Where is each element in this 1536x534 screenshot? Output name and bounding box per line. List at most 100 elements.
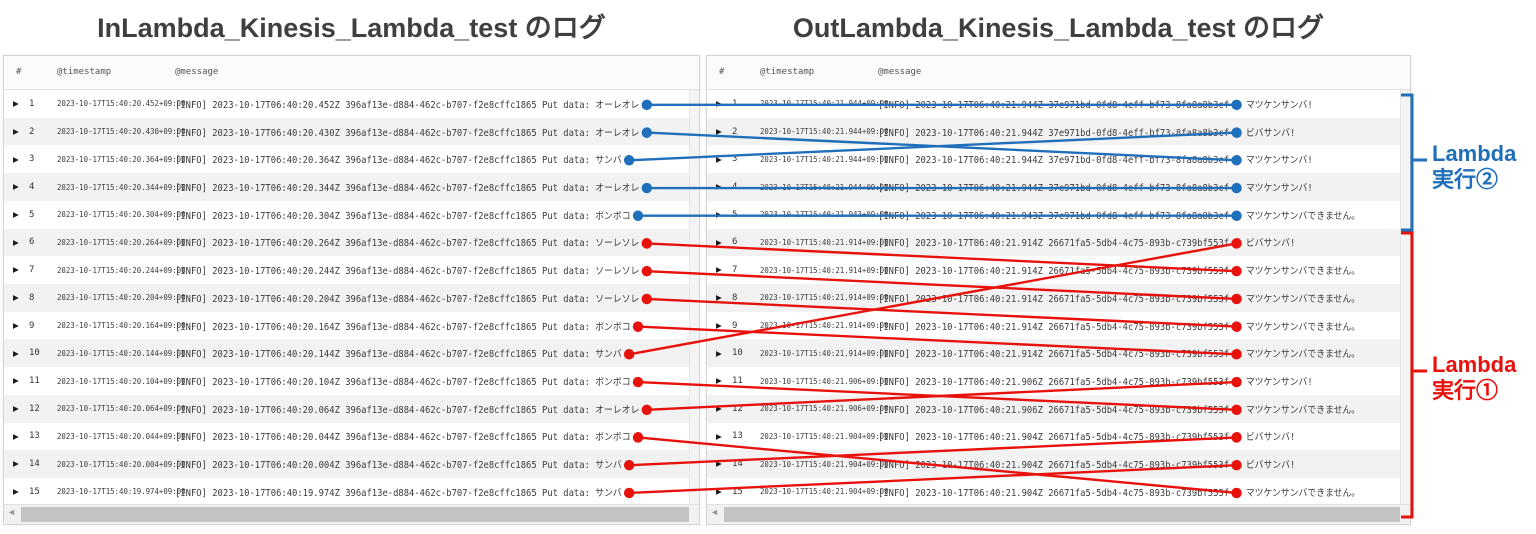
expand-caret-icon[interactable]: ▶ <box>13 265 19 275</box>
timestamp-cell: 2023-10-17T15:40:20.144+09:00 <box>57 348 186 358</box>
left-table-vertical-scrollbar[interactable] <box>689 90 699 505</box>
expand-caret-icon[interactable]: ▶ <box>13 209 19 219</box>
log-row[interactable]: ▶ 8 2023-10-17T15:40:20.204+09:00 [INFO] 20… <box>4 284 699 312</box>
scrollbar-thumb[interactable] <box>21 507 689 522</box>
response-text: マツケンサンバ! <box>1245 377 1313 389</box>
expand-caret-icon[interactable]: ▶ <box>13 376 19 386</box>
log-row[interactable]: ▶ 3 2023-10-17T15:40:21.944+09:00 [INFO] 20… <box>707 145 1410 174</box>
row-number: 1 <box>29 98 35 109</box>
log-row[interactable]: ▶ 9 2023-10-17T15:40:20.164+09:00 [INFO] 20… <box>4 311 699 340</box>
response-text: マツケンサンバできません。 <box>1245 293 1361 305</box>
log-row[interactable]: ▶ 7 2023-10-17T15:40:20.244+09:00 [INFO] 20… <box>4 256 699 285</box>
message-cell: [INFO] 2023-10-17T06:40:20.430Z 396af13e… <box>175 125 662 139</box>
log-row[interactable]: ▶ 2 2023-10-17T15:40:21.944+09:00 [INFO] 20… <box>707 117 1410 146</box>
log-row[interactable]: ▶ 5 2023-10-17T15:40:21.943+09:00 [INFO] 20… <box>707 200 1410 229</box>
row-number: 13 <box>29 431 40 442</box>
message-cell: [INFO] 2023-10-17T06:40:20.204Z 396af13e… <box>175 291 662 305</box>
expand-caret-icon[interactable]: ▶ <box>716 182 722 192</box>
log-row[interactable]: ▶ 9 2023-10-17T15:40:21.914+09:00 [INFO] 20… <box>707 311 1410 340</box>
log-row[interactable]: ▶ 4 2023-10-17T15:40:21.944+09:00 [INFO] 20… <box>707 173 1410 201</box>
row-number: 9 <box>29 320 35 331</box>
expand-caret-icon[interactable]: ▶ <box>716 348 722 358</box>
expand-caret-icon[interactable]: ▶ <box>716 320 722 330</box>
expand-caret-icon[interactable]: ▶ <box>13 154 19 164</box>
row-number: 12 <box>732 403 743 414</box>
scroll-left-arrow-icon[interactable]: ◄ <box>710 507 719 517</box>
log-row[interactable]: ▶ 11 2023-10-17T15:40:20.104+09:00 [INFO] 2… <box>4 367 699 395</box>
row-number: 13 <box>732 431 743 442</box>
expand-caret-icon[interactable]: ▶ <box>716 265 722 275</box>
expand-caret-icon[interactable]: ▶ <box>716 209 722 219</box>
row-number: 7 <box>732 265 738 276</box>
lambda-execution-2-label: Lambda 実行② <box>1432 141 1516 193</box>
expand-caret-icon[interactable]: ▶ <box>13 182 19 192</box>
log-row[interactable]: ▶ 14 2023-10-17T15:40:21.904+09:00 [INFO] 2… <box>707 450 1410 479</box>
log-row[interactable]: ▶ 6 2023-10-17T15:40:20.264+09:00 [INFO] 20… <box>4 228 699 257</box>
log-row[interactable]: ▶ 6 2023-10-17T15:40:21.914+09:00 [INFO] 20… <box>707 228 1410 257</box>
blue-connector-dot <box>1231 183 1242 194</box>
log-row[interactable]: ▶ 3 2023-10-17T15:40:20.364+09:00 [INFO] 20… <box>4 145 699 174</box>
log-row[interactable]: ▶ 13 2023-10-17T15:40:21.904+09:00 [INFO] 2… <box>707 422 1410 451</box>
lambda-execution-1-label-line1: Lambda <box>1432 352 1517 377</box>
red-connector-dot <box>1231 349 1242 360</box>
expand-caret-icon[interactable]: ▶ <box>716 431 722 441</box>
expand-caret-icon[interactable]: ▶ <box>716 487 722 497</box>
response-text: マツケンサンバ! <box>1245 155 1313 167</box>
log-row[interactable]: ▶ 1 2023-10-17T15:40:20.452+09:00 [INFO] 20… <box>4 90 699 118</box>
expand-caret-icon[interactable]: ▶ <box>13 126 19 136</box>
timestamp-cell: 2023-10-17T15:40:20.344+09:00 <box>57 182 186 192</box>
red-connector-dot <box>624 460 634 471</box>
log-row[interactable]: ▶ 10 2023-10-17T15:40:20.144+09:00 [INFO] 2… <box>4 339 699 368</box>
log-row[interactable]: ▶ 1 2023-10-17T15:40:21.944+09:00 [INFO] 20… <box>707 90 1410 118</box>
message-cell: [INFO] 2023-10-17T06:40:20.304Z 396af13e… <box>175 208 662 222</box>
expand-caret-icon[interactable]: ▶ <box>716 459 722 469</box>
expand-caret-icon[interactable]: ▶ <box>13 320 19 330</box>
red-connector-dot <box>624 349 634 360</box>
log-row[interactable]: ▶ 12 2023-10-17T15:40:21.906+09:00 [INFO] 2… <box>707 394 1410 423</box>
expand-caret-icon[interactable]: ▶ <box>13 348 19 358</box>
expand-caret-icon[interactable]: ▶ <box>13 431 19 441</box>
log-row[interactable]: ▶ 12 2023-10-17T15:40:20.064+09:00 [INFO] 2… <box>4 394 699 423</box>
log-row[interactable]: ▶ 11 2023-10-17T15:40:21.906+09:00 [INFO] 2… <box>707 367 1410 395</box>
log-row[interactable]: ▶ 10 2023-10-17T15:40:21.914+09:00 [INFO] 2… <box>707 339 1410 368</box>
response-text: マツケンサンバ! <box>1245 99 1313 111</box>
right-table-vertical-scrollbar[interactable] <box>1400 90 1410 505</box>
log-row[interactable]: ▶ 15 2023-10-17T15:40:21.904+09:00 [INFO] 2… <box>707 478 1410 506</box>
message-cell: [INFO] 2023-10-17T06:40:20.364Z 396af13e… <box>175 152 662 166</box>
log-row[interactable]: ▶ 7 2023-10-17T15:40:21.914+09:00 [INFO] 20… <box>707 256 1410 285</box>
message-cell: [INFO] 2023-10-17T06:40:21.914Z 26671fa5… <box>878 238 1296 250</box>
red-connector-dot <box>633 321 643 332</box>
log-row[interactable]: ▶ 13 2023-10-17T15:40:20.044+09:00 [INFO] 2… <box>4 422 699 451</box>
expand-caret-icon[interactable]: ▶ <box>716 404 722 414</box>
expand-caret-icon[interactable]: ▶ <box>13 99 19 109</box>
blue-connector-dot <box>642 127 652 138</box>
expand-caret-icon[interactable]: ▶ <box>716 126 722 136</box>
timestamp-cell: 2023-10-17T15:40:21.944+09:00 <box>760 154 889 164</box>
log-row[interactable]: ▶ 4 2023-10-17T15:40:20.344+09:00 [INFO] 20… <box>4 173 699 201</box>
expand-caret-icon[interactable]: ▶ <box>716 154 722 164</box>
scrollbar-thumb[interactable] <box>724 507 1400 522</box>
expand-caret-icon[interactable]: ▶ <box>716 376 722 386</box>
log-row[interactable]: ▶ 5 2023-10-17T15:40:20.304+09:00 [INFO] 20… <box>4 200 699 229</box>
expand-caret-icon[interactable]: ▶ <box>13 487 19 497</box>
left-log-table: # @timestamp @message ▶ 1 2023-10-17T15:40… <box>3 55 700 525</box>
expand-caret-icon[interactable]: ▶ <box>13 237 19 247</box>
response-text: ビバサンバ! <box>1245 432 1296 444</box>
expand-caret-icon[interactable]: ▶ <box>13 459 19 469</box>
expand-caret-icon[interactable]: ▶ <box>716 99 722 109</box>
response-text: ビバサンバ! <box>1245 127 1296 139</box>
log-row[interactable]: ▶ 8 2023-10-17T15:40:21.914+09:00 [INFO] 20… <box>707 284 1410 312</box>
blue-connector-dot <box>1231 127 1242 138</box>
scroll-left-arrow-icon[interactable]: ◄ <box>7 507 16 517</box>
row-number: 4 <box>29 182 35 193</box>
expand-caret-icon[interactable]: ▶ <box>13 293 19 303</box>
right-table-horizontal-scrollbar[interactable]: ◄ <box>707 504 1410 524</box>
expand-caret-icon[interactable]: ▶ <box>716 237 722 247</box>
left-table-horizontal-scrollbar[interactable]: ◄ <box>4 504 699 524</box>
expand-caret-icon[interactable]: ▶ <box>716 293 722 303</box>
log-row[interactable]: ▶ 15 2023-10-17T15:40:19.974+09:00 [INFO] 2… <box>4 478 699 506</box>
expand-caret-icon[interactable]: ▶ <box>13 404 19 414</box>
log-row[interactable]: ▶ 14 2023-10-17T15:40:20.004+09:00 [INFO] 2… <box>4 450 699 479</box>
log-row[interactable]: ▶ 2 2023-10-17T15:40:20.430+09:00 [INFO] 20… <box>4 117 699 146</box>
row-number: 10 <box>732 348 743 359</box>
